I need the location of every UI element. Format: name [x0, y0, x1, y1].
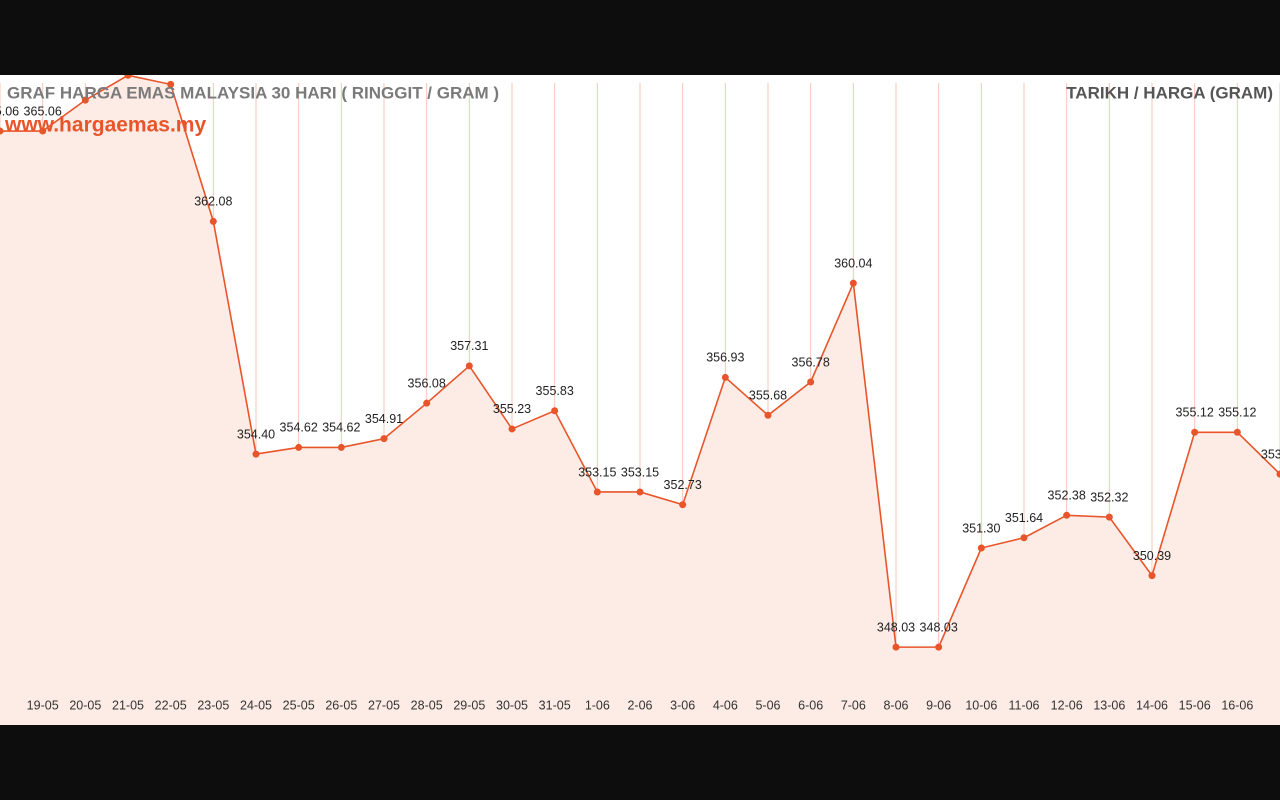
data-point	[465, 362, 473, 370]
data-label: 353.74	[1261, 447, 1280, 461]
x-tick-label: 15-06	[1179, 698, 1211, 712]
data-label: 351.30	[962, 521, 1000, 535]
x-tick-label: 22-05	[155, 698, 187, 712]
data-point	[764, 411, 772, 419]
data-point	[508, 425, 516, 433]
data-label: 360.04	[834, 256, 872, 270]
data-label: 354.40	[237, 427, 275, 441]
x-tick-label: 26-05	[325, 698, 357, 712]
data-point	[679, 501, 687, 509]
data-point	[636, 488, 644, 496]
x-tick-label: 11-06	[1008, 698, 1039, 712]
data-label: 353.15	[621, 465, 659, 479]
data-label: 356.93	[706, 351, 744, 365]
x-tick-label: 24-05	[240, 698, 272, 712]
data-point	[295, 443, 303, 451]
x-tick-label: 8-06	[883, 698, 908, 712]
x-tick-label: 4-06	[713, 698, 738, 712]
x-tick-label: 10-06	[965, 698, 997, 712]
data-point	[1105, 513, 1113, 521]
plot-area: 365.06 365.06 362.08 354.40 354.62 354.62 354.…	[0, 75, 1280, 725]
data-label: 362.08	[194, 195, 232, 209]
data-point	[337, 443, 345, 451]
x-tick-label: 20-05	[69, 698, 101, 712]
chart-title: GRAF HARGA EMAS MALAYSIA 30 HARI ( RINGG…	[7, 83, 499, 102]
x-tick-label: 6-06	[798, 698, 823, 712]
data-point	[849, 279, 857, 287]
area	[0, 75, 1280, 725]
x-tick-label: 25-05	[283, 698, 315, 712]
data-point	[1148, 572, 1156, 580]
data-point	[423, 399, 431, 407]
data-label: 348.03	[920, 620, 958, 634]
data-label: 357.31	[450, 339, 488, 353]
x-tick-label: 13-06	[1093, 698, 1125, 712]
x-tick-label: 16-06	[1221, 698, 1253, 712]
data-label: 365.06	[0, 104, 19, 118]
data-point	[1020, 534, 1028, 542]
data-label: 351.64	[1005, 511, 1043, 525]
x-tick-label: 5-06	[755, 698, 780, 712]
data-point	[252, 450, 260, 458]
data-label: 355.12	[1218, 406, 1256, 420]
data-label: 355.68	[749, 389, 787, 403]
x-tick-label: 14-06	[1136, 698, 1168, 712]
data-point	[1191, 428, 1199, 436]
data-label: 352.73	[664, 478, 702, 492]
data-label: 352.32	[1090, 490, 1128, 504]
data-point	[1233, 428, 1241, 436]
x-tick-label: 23-05	[197, 698, 229, 712]
data-label: 355.12	[1176, 406, 1214, 420]
data-label: 355.83	[536, 384, 574, 398]
x-tick-label: 28-05	[411, 698, 443, 712]
data-point	[0, 127, 4, 135]
data-label: 350.39	[1133, 549, 1171, 563]
data-point	[977, 544, 985, 552]
x-tick-label: 9-06	[926, 698, 951, 712]
x-tick-label: 3-06	[670, 698, 695, 712]
x-tick-label: 12-06	[1051, 698, 1083, 712]
data-label: 356.08	[408, 376, 446, 390]
x-tick-label: 21-05	[112, 698, 144, 712]
x-tick-label: 1-06	[585, 698, 610, 712]
data-label: 365.06	[24, 104, 62, 118]
data-point	[892, 643, 900, 651]
data-point	[380, 435, 388, 443]
data-point	[167, 80, 175, 88]
data-point	[39, 127, 47, 135]
data-label: 355.23	[493, 402, 531, 416]
data-point	[551, 407, 559, 415]
data-label: 354.62	[322, 421, 360, 435]
x-tick-label: 27-05	[368, 698, 400, 712]
axis-label: TARIKH / HARGA (GRAM)	[1066, 83, 1273, 102]
data-point	[124, 75, 132, 79]
data-point	[935, 643, 943, 651]
data-label: 352.38	[1048, 489, 1086, 503]
data-point	[1276, 470, 1280, 478]
x-tick-label: 7-06	[841, 698, 866, 712]
data-point	[593, 488, 601, 496]
data-point	[807, 378, 815, 386]
data-label: 356.78	[792, 355, 830, 369]
data-point	[209, 217, 217, 225]
data-label: 354.91	[365, 412, 403, 426]
x-tick-label: 29-05	[453, 698, 485, 712]
data-point	[81, 96, 89, 104]
x-tick-label: 2-06	[627, 698, 652, 712]
data-label: 348.03	[877, 620, 915, 634]
data-label: 354.62	[280, 421, 318, 435]
data-point	[721, 373, 729, 381]
data-point	[1063, 511, 1071, 519]
chart-subtitle: www.hargaemas.my	[4, 114, 206, 137]
x-tick-label: 30-05	[496, 698, 528, 712]
x-tick-label: 19-05	[27, 698, 59, 712]
x-tick-label: 31-05	[539, 698, 571, 712]
data-label: 353.15	[578, 465, 616, 479]
